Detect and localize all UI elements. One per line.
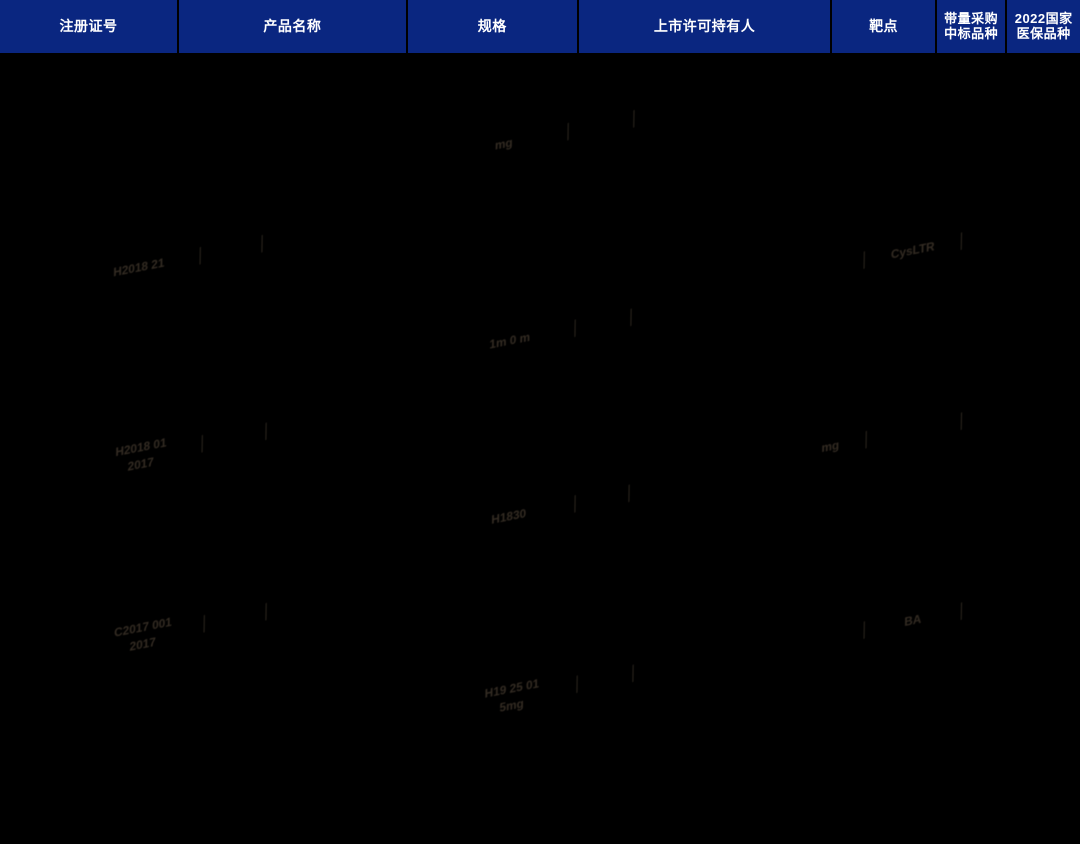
cell-target	[628, 476, 671, 502]
cell-target	[261, 226, 304, 253]
cell-target: BA	[863, 602, 962, 639]
table-body: mg H2018 21 CysLTR 1m 0 m H2018 01 2017 …	[0, 53, 1080, 844]
cell-mah	[574, 484, 629, 513]
cell-mah	[576, 665, 633, 694]
table-row: 1m 0 m	[445, 300, 675, 362]
cell-specification: H1830	[491, 505, 527, 527]
cell-target	[630, 300, 675, 326]
cell-product-name	[199, 235, 262, 265]
cell-nrdl	[265, 595, 306, 621]
table-row: H2018 21	[78, 226, 304, 288]
cell-target	[632, 656, 677, 683]
cell-registration-no: H2018 21	[113, 255, 165, 280]
cell-target: CysLTR	[863, 232, 962, 269]
table-row: C2017 001 2017	[82, 587, 306, 665]
table-row: mg	[440, 101, 680, 165]
cell-registration-no: C2017 001 2017	[114, 614, 172, 654]
cell-specification: H19 25 01 5mg	[484, 675, 540, 715]
cell-vbp	[960, 404, 1004, 430]
table-row: H2018 01 2017	[80, 407, 306, 485]
cell-vbp	[960, 594, 1004, 620]
cell-mah	[633, 101, 680, 128]
column-header-nrdl[interactable]: 2022国家 医保品种	[1007, 0, 1080, 53]
cell-product-name: mg	[494, 134, 513, 153]
cell-nrdl	[265, 415, 306, 441]
cell-product-name	[201, 423, 266, 453]
cell-specification	[567, 110, 634, 141]
cell-product-name	[203, 603, 266, 633]
table-row: H1830	[443, 476, 671, 538]
cell-mah	[795, 251, 864, 282]
column-header-target[interactable]: 靶点	[832, 0, 935, 53]
cell-mah	[795, 621, 864, 652]
table-row: H19 25 01 5mg	[447, 648, 677, 727]
cell-specification: 1m 0 m	[489, 329, 531, 352]
table-row: BA	[795, 594, 1004, 652]
table-header-row: 注册证号 产品名称 规格 上市许可持有人 靶点 带量采购 中标品种 2022国家…	[0, 0, 1080, 53]
table-row: CysLTR	[795, 223, 1006, 282]
column-header-vbp[interactable]: 带量采购 中标品种	[936, 0, 1006, 53]
column-header-specification[interactable]: 规格	[407, 0, 577, 53]
cell-target	[865, 412, 962, 449]
column-header-product-name[interactable]: 产品名称	[179, 0, 406, 53]
cell-registration-no: H2018 01 2017	[115, 434, 167, 474]
table-row: mg	[795, 404, 1004, 462]
column-header-mah[interactable]: 上市许可持有人	[578, 0, 831, 53]
cell-mah	[574, 308, 631, 337]
cell-vbp	[960, 223, 1006, 250]
cell-mah: mg	[821, 437, 840, 455]
column-header-registration-no[interactable]: 注册证号	[0, 0, 177, 53]
